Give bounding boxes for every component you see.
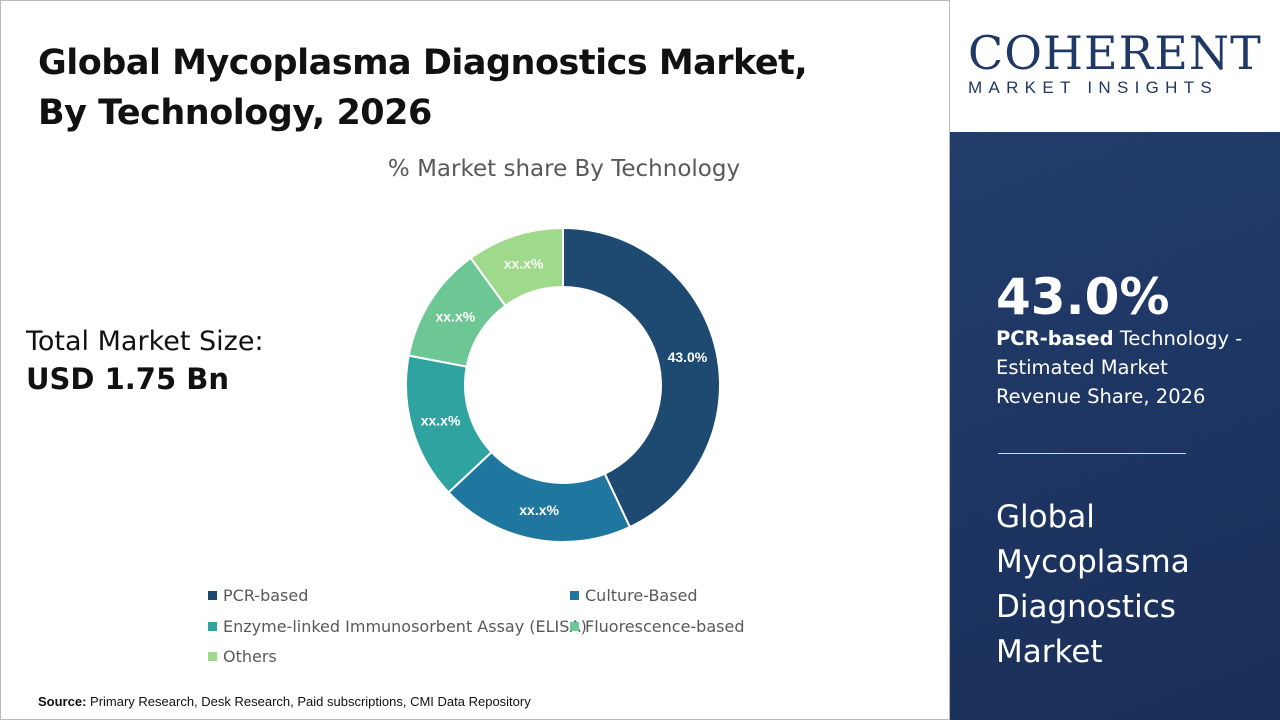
total-market-label: Total Market Size:	[26, 326, 264, 357]
legend-label: Fluorescence-based	[585, 617, 745, 636]
chart-title: % Market share By Technology	[387, 156, 741, 182]
data-label-0: 43.0%	[668, 349, 708, 365]
company-logo: COHERENT MARKET INSIGHTS	[968, 28, 1268, 98]
data-label-4: xx.x%	[504, 256, 544, 272]
donut-slice-4	[469, 226, 564, 308]
source-label: Source:	[38, 694, 87, 709]
legend-label: PCR-based	[223, 586, 309, 605]
source-note: Source: Primary Research, Desk Research,…	[38, 694, 531, 709]
kpi-segment: PCR-based	[996, 327, 1114, 350]
legend-swatch	[570, 622, 579, 631]
source-text: Primary Research, Desk Research, Paid su…	[86, 694, 531, 709]
legend-item-others: Others	[208, 647, 277, 666]
legend-item-pcr: PCR-based	[208, 586, 308, 605]
legend-item-fluorescence: Fluorescence-based	[570, 617, 744, 636]
market-name: Global Mycoplasma Diagnostics Market	[996, 499, 1190, 670]
legend-swatch	[570, 591, 579, 600]
data-label-1: xx.x%	[519, 502, 559, 518]
legend-item-elisa: Enzyme-linked Immunosorbent Assay (ELISA…	[208, 617, 587, 636]
legend-label: Culture-Based	[585, 586, 698, 605]
legend-label: Enzyme-linked Immunosorbent Assay (ELISA…	[223, 617, 587, 636]
legend-swatch	[208, 591, 217, 600]
donut-slice-0	[562, 226, 721, 529]
kpi-description: PCR-based Technology - Estimated Market …	[996, 324, 1256, 411]
divider	[998, 453, 1186, 454]
data-label-3: xx.x%	[435, 309, 475, 325]
legend-swatch	[208, 622, 217, 631]
donut-chart: 43.0% xx.x% xx.x% xx.x% xx.x%	[405, 226, 721, 543]
legend-label: Others	[223, 647, 277, 666]
page-title: Global Mycoplasma Diagnostics Market, By…	[38, 43, 808, 133]
legend-swatch	[208, 652, 217, 661]
logo-main-text: COHERENT	[968, 26, 1262, 80]
kpi-text: Technology - Estimated Market Revenue Sh…	[996, 327, 1243, 408]
sidebar-panel	[950, 132, 1280, 720]
total-market-value: USD 1.75 Bn	[26, 362, 229, 396]
data-label-2: xx.x%	[421, 413, 461, 429]
legend-item-culture: Culture-Based	[570, 586, 698, 605]
kpi-value: 43.0%	[996, 268, 1170, 326]
logo-sub-text: MARKET INSIGHTS	[968, 78, 1219, 97]
